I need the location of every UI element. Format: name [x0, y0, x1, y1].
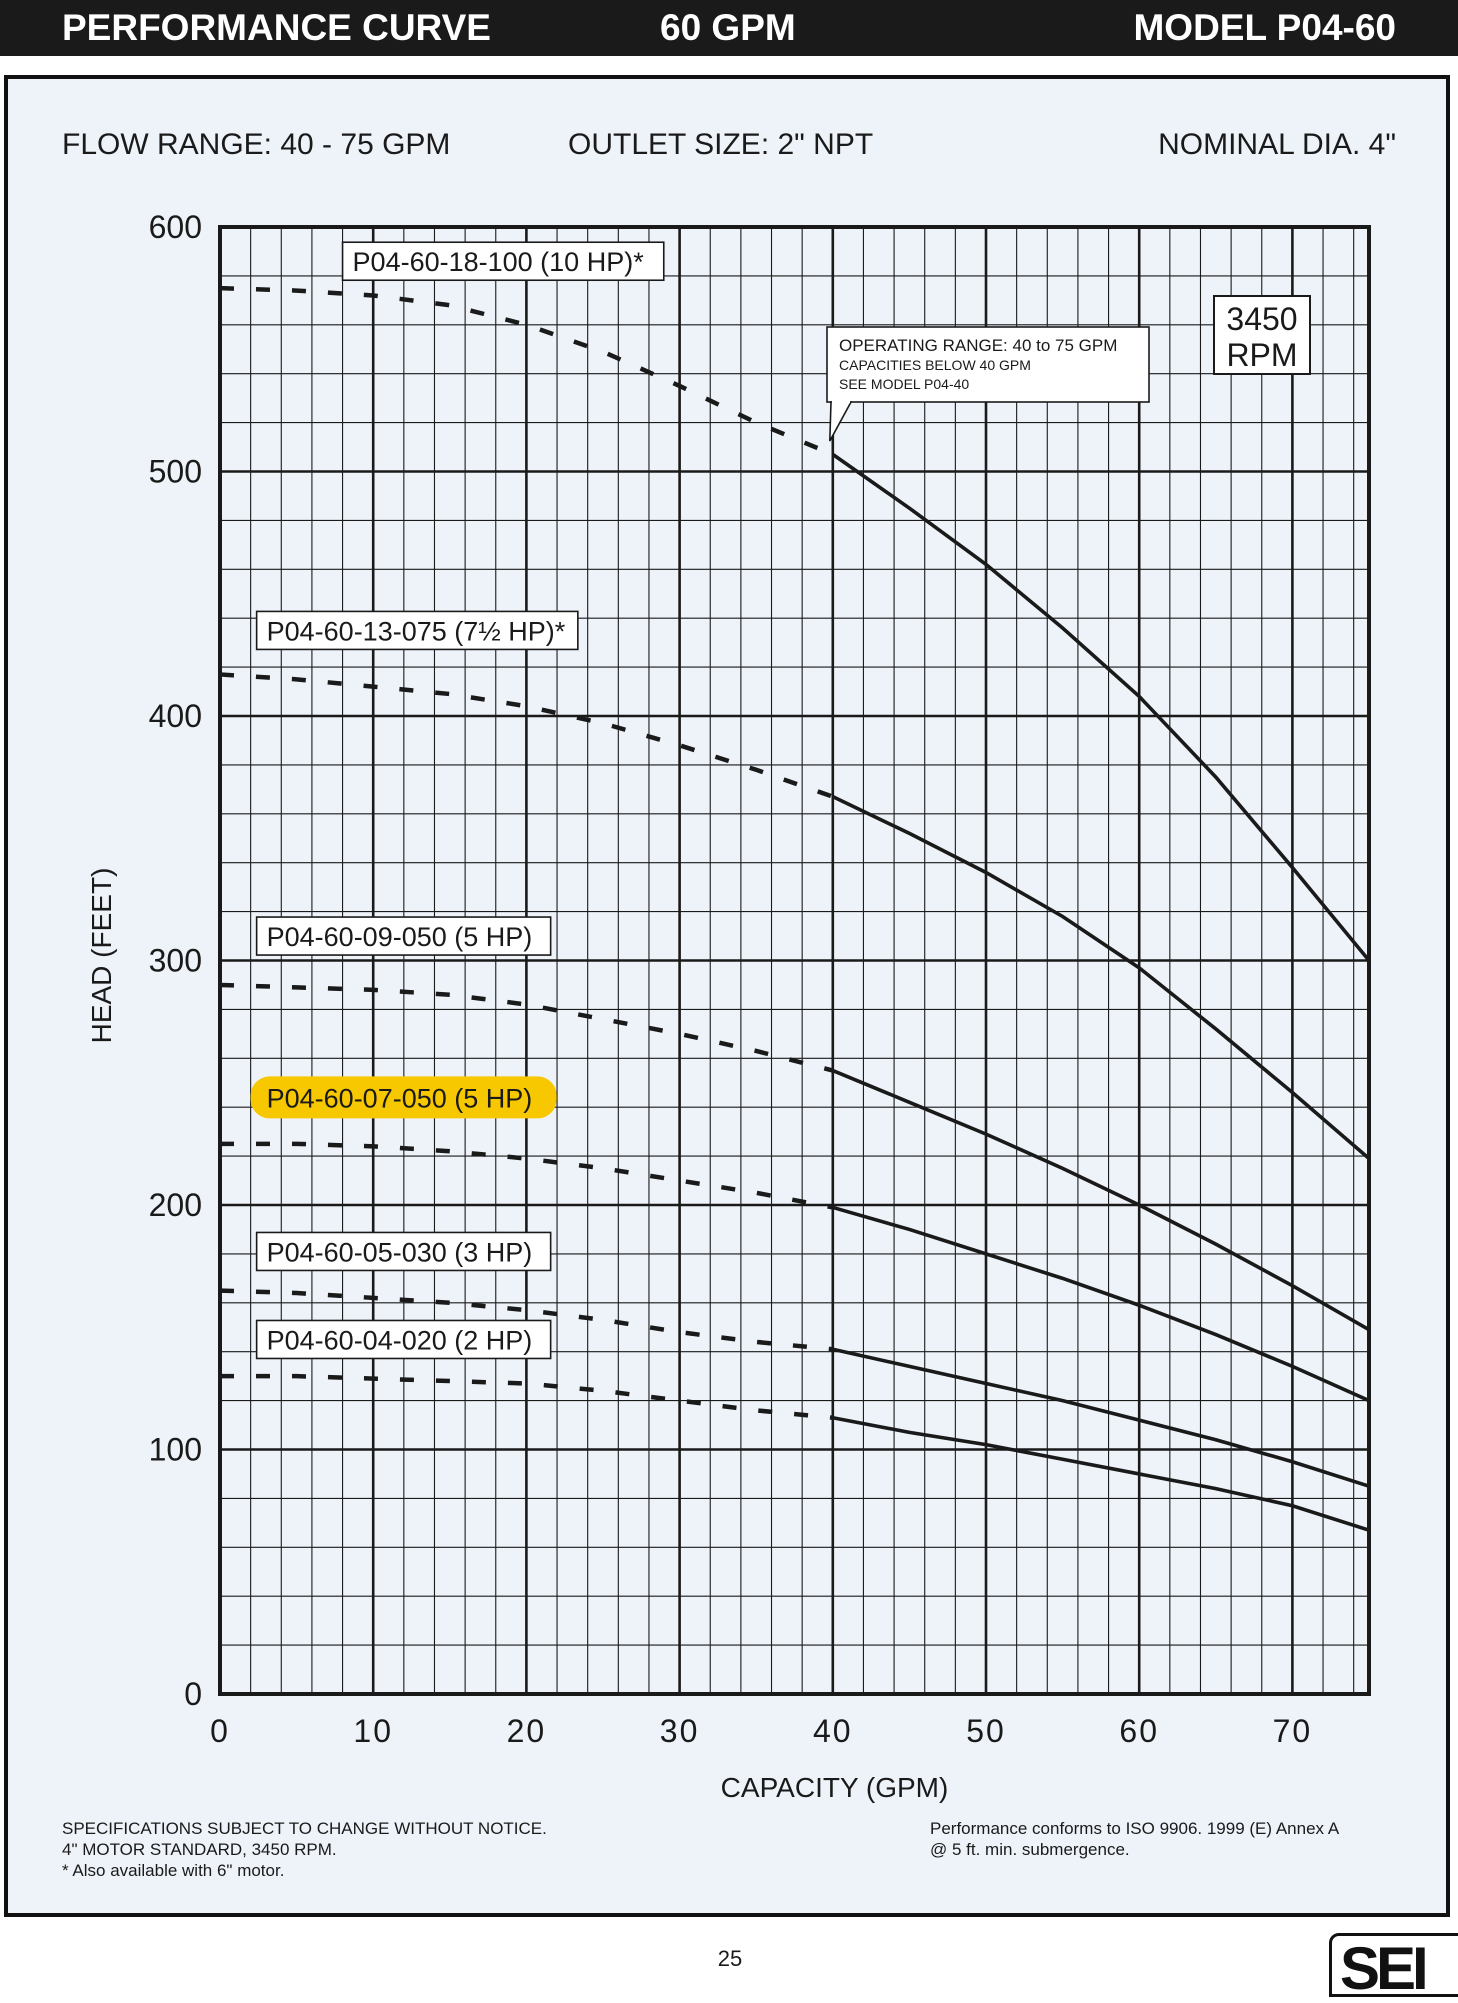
series-curve — [832, 1205, 1370, 1403]
annotation-box — [826, 326, 1150, 403]
y-tick-label: 100 — [149, 1432, 202, 1468]
series-curve — [832, 795, 1371, 1160]
series-curve-dashed — [219, 1288, 834, 1352]
footer-note-line: 4" MOTOR STANDARD, 3450 RPM. — [62, 1840, 337, 1859]
annotation-text: OPERATING RANGE: 40 to 75 GPM — [839, 336, 1117, 355]
x-axis-label: CAPACITY (GPM) — [721, 1772, 949, 1803]
series-label: P04-60-18-100 (10 HP)* — [353, 247, 645, 277]
header-flow-rating: 60 GPM — [660, 7, 796, 48]
series-curve-dashed — [219, 982, 834, 1073]
series-curve — [832, 1347, 1370, 1488]
series-label: P04-60-07-050 (5 HP) — [267, 1083, 533, 1113]
rpm-unit: RPM — [1226, 337, 1297, 373]
series-label-highlight — [250, 1076, 557, 1119]
series-label: P04-60-05-030 (3 HP) — [267, 1237, 533, 1267]
series-label: P04-60-04-020 (2 HP) — [267, 1325, 533, 1355]
x-tick-label: 20 — [507, 1713, 547, 1749]
footer-note-line: * Also available with 6" motor. — [62, 1861, 285, 1880]
series-label-box — [255, 610, 579, 651]
series-label-box — [341, 241, 665, 282]
footer-note-line: SPECIFICATIONS SUBJECT TO CHANGE WITHOUT… — [62, 1819, 547, 1838]
outlet-size-label: OUTLET SIZE: 2" NPT — [568, 128, 874, 161]
x-tick-label: 40 — [813, 1713, 853, 1749]
grid — [220, 227, 1369, 1694]
footer-notes-right: Performance conforms to ISO 9906. 1999 (… — [930, 1818, 1339, 1860]
series-label-box — [255, 1319, 552, 1360]
header-title: PERFORMANCE CURVE — [62, 7, 491, 48]
y-tick-label: 0 — [184, 1676, 202, 1712]
y-tick-label: 300 — [149, 943, 202, 979]
y-tick-label: 500 — [149, 454, 202, 490]
logo-text: SEI — [1340, 1935, 1429, 2002]
x-tick-label: 60 — [1119, 1713, 1159, 1749]
x-tick-label: 10 — [353, 1713, 393, 1749]
annotation-text: SEE MODEL P04-40 — [839, 376, 969, 392]
flow-range-label: FLOW RANGE: 40 - 75 GPM — [62, 128, 451, 161]
y-tick-label: 600 — [149, 209, 202, 245]
y-tick-label: 400 — [149, 698, 202, 734]
x-tick-label: 50 — [966, 1713, 1006, 1749]
company-logo: SEI — [1329, 1933, 1458, 2002]
series-curve-dashed — [220, 1141, 834, 1210]
page-header: PERFORMANCE CURVE 60 GPM MODEL P04-60 — [0, 0, 1458, 56]
page-number: 25 — [717, 1946, 743, 1971]
series-curve-dashed — [220, 1373, 834, 1420]
x-tick-label: 70 — [1273, 1713, 1313, 1749]
nominal-diameter-label: NOMINAL DIA. 4" — [1158, 128, 1396, 161]
series-label: P04-60-09-050 (5 HP) — [267, 922, 533, 952]
series-label-box — [255, 916, 552, 956]
footer-note-line: @ 5 ft. min. submergence. — [930, 1840, 1130, 1859]
y-tick-label: 200 — [149, 1187, 202, 1223]
header-model: MODEL P04-60 — [1133, 7, 1396, 48]
series-label-box — [255, 1231, 552, 1272]
rpm-value: 3450 — [1226, 301, 1297, 337]
series-label: P04-60-13-075 (7½ HP)* — [267, 616, 566, 646]
x-tick-label: 30 — [660, 1713, 700, 1749]
footer-notes-left: SPECIFICATIONS SUBJECT TO CHANGE WITHOUT… — [62, 1818, 547, 1881]
series-curve — [831, 452, 1371, 962]
series-curve — [832, 1415, 1370, 1532]
footer-note-line: Performance conforms to ISO 9906. 1999 (… — [930, 1819, 1340, 1838]
annotation-text: CAPACITIES BELOW 40 GPM — [839, 357, 1031, 373]
rpm-box — [1213, 295, 1311, 375]
series-curve — [832, 1068, 1370, 1332]
y-axis-label: HEAD (FEET) — [86, 868, 117, 1044]
x-tick-label: 0 — [210, 1713, 230, 1749]
